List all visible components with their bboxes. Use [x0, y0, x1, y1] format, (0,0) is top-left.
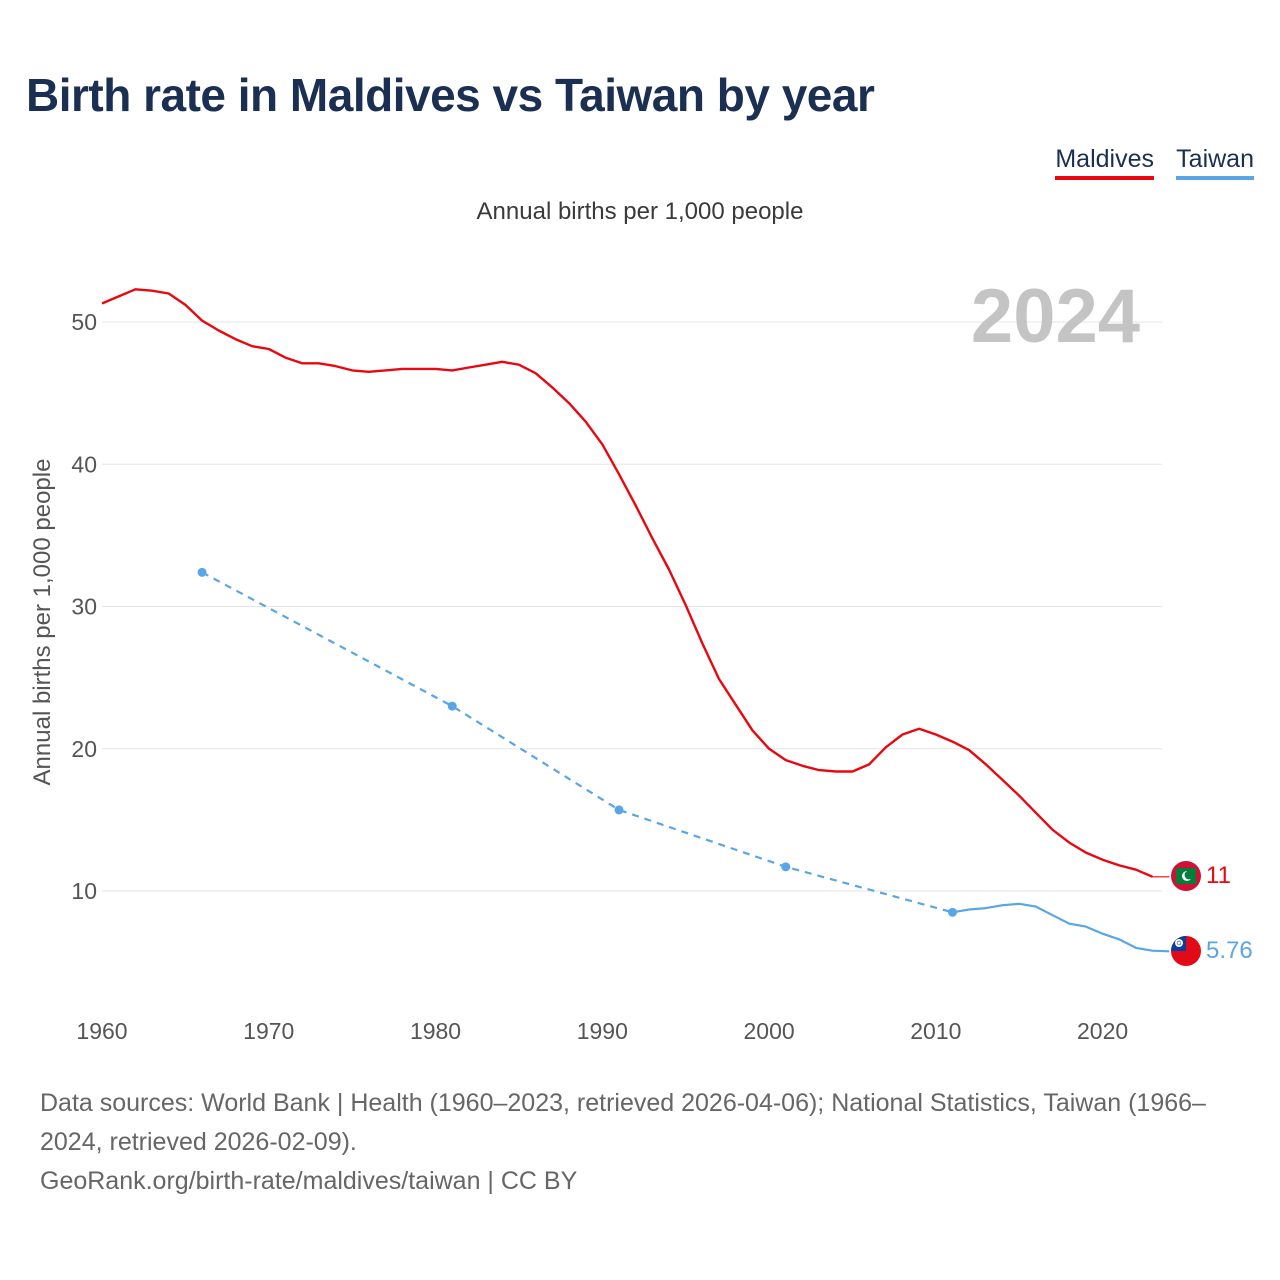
x-tick-label: 1980	[410, 1018, 461, 1044]
chart-subtitle: Annual births per 1,000 people	[476, 198, 804, 225]
x-tick-label: 1990	[577, 1018, 628, 1044]
maldives-end-value: 11	[1206, 862, 1231, 889]
taiwan-end-value: 5.76	[1206, 937, 1253, 964]
y-tick-label: 20	[71, 736, 97, 762]
series-line-taiwan	[952, 902, 1170, 953]
legend-item-maldives[interactable]: Maldives	[1055, 145, 1154, 180]
y-axis-ticks: 10 20 30 40 50	[71, 309, 97, 904]
legend-item-taiwan[interactable]: Taiwan	[1176, 145, 1254, 180]
y-tick-label: 30	[71, 594, 97, 620]
taiwan-point-marker[interactable]	[447, 701, 457, 711]
x-axis-ticks: 1960 1970 1980 1990 2000 2010 2020	[76, 1018, 1128, 1044]
taiwan-point-marker[interactable]	[197, 567, 207, 577]
taiwan-point-marker[interactable]	[948, 907, 958, 917]
y-tick-label: 10	[71, 878, 97, 904]
taiwan-flag-icon	[1171, 936, 1201, 966]
series-line-taiwan-dashed	[201, 571, 953, 914]
y-tick-label: 50	[71, 309, 97, 335]
x-tick-label: 2020	[1077, 1018, 1128, 1044]
y-tick-label: 40	[71, 451, 97, 477]
series-line-maldives	[101, 288, 1154, 878]
source-note: Data sources: World Bank | Health (1960–…	[40, 1089, 1206, 1156]
x-tick-label: 1960	[76, 1018, 127, 1044]
y-axis-label: Annual births per 1,000 people	[29, 459, 56, 786]
x-tick-label: 2010	[910, 1018, 961, 1044]
x-tick-label: 2000	[743, 1018, 794, 1044]
taiwan-point-marker[interactable]	[614, 805, 624, 815]
x-tick-label: 1970	[243, 1018, 294, 1044]
maldives-flag-icon	[1171, 861, 1201, 891]
source-url[interactable]: GeoRank.org/birth-rate/maldives/taiwan |…	[40, 1167, 578, 1195]
series-lines	[101, 288, 1170, 953]
year-watermark: 2024	[971, 274, 1140, 359]
series-markers	[197, 567, 958, 917]
taiwan-point-marker[interactable]	[781, 862, 791, 872]
grid-lines	[102, 321, 1162, 892]
chart-title: Birth rate in Maldives vs Taiwan by year	[26, 69, 875, 121]
